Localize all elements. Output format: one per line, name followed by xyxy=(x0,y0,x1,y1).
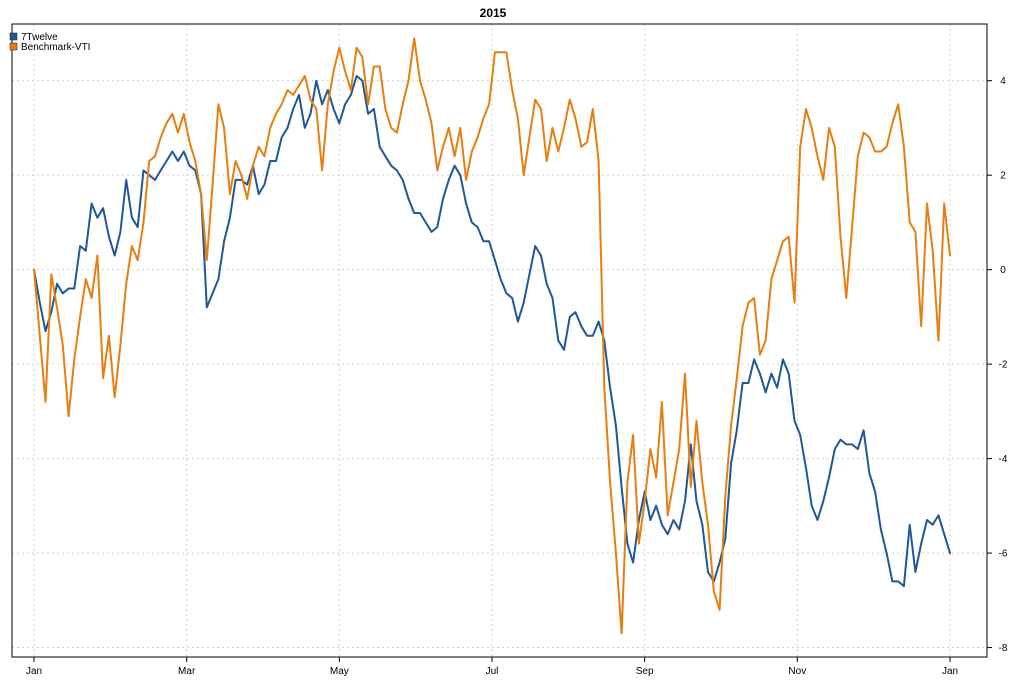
y-tick-label: -6 xyxy=(999,549,1008,560)
y-tick-label: -8 xyxy=(999,643,1008,654)
y-tick-label: 4 xyxy=(1000,76,1006,87)
y-tick-label: -4 xyxy=(999,454,1008,465)
legend-swatch xyxy=(9,42,18,51)
x-tick-label: Jul xyxy=(486,666,499,677)
chart-title: 2015 xyxy=(480,6,507,20)
series-line-0 xyxy=(33,75,951,588)
x-tick-label: Jan xyxy=(26,666,42,677)
legend-label: Benchmark-VTI xyxy=(21,42,90,53)
y-tick-label: 2 xyxy=(1000,171,1006,182)
grid xyxy=(12,24,987,657)
series-group xyxy=(33,37,951,635)
plot-frame xyxy=(11,23,988,658)
x-tick-label: Nov xyxy=(788,666,806,677)
x-tick-label: Sep xyxy=(636,666,654,677)
legend-label: 7Twelve xyxy=(21,32,58,43)
y-axis: -8 -6 -4 -2 0 2 4 xyxy=(987,76,1008,654)
series-line-1 xyxy=(33,37,951,635)
x-tick-label: May xyxy=(330,666,349,677)
x-tick-label: Jan xyxy=(942,666,958,677)
y-tick-label: -2 xyxy=(999,360,1008,371)
x-axis: Jan Mar May Jul Sep Nov Jan xyxy=(26,657,958,677)
legend-swatch xyxy=(9,32,18,41)
x-tick-label: Mar xyxy=(178,666,196,677)
y-tick-label: 0 xyxy=(1000,265,1006,276)
